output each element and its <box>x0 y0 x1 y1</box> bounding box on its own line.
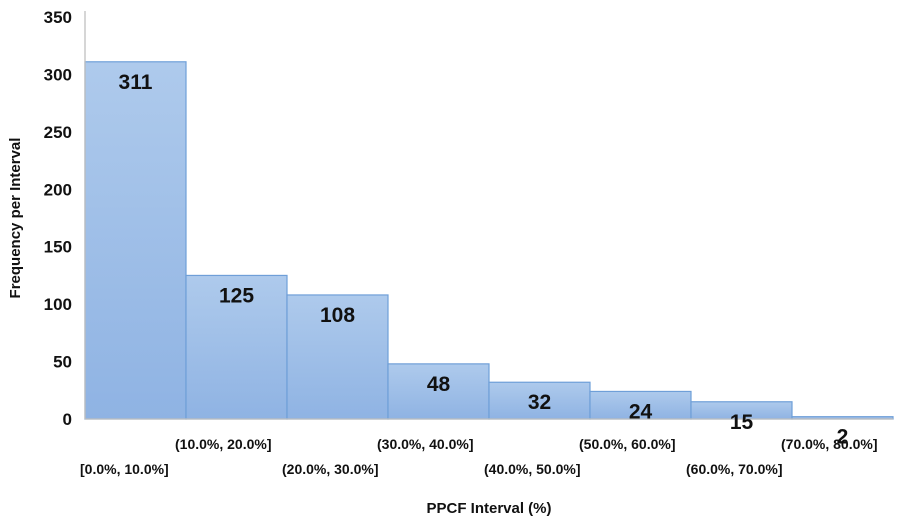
x-tick-label-2: (20.0%, 30.0%] <box>282 461 379 477</box>
bars-layer <box>84 61 894 420</box>
bar-value-label-4: 32 <box>528 391 551 414</box>
bar-1 <box>185 274 288 420</box>
x-tick-label-4: (40.0%, 50.0%] <box>484 461 581 477</box>
bar-0 <box>84 61 187 420</box>
y-tick-label-5: 250 <box>44 123 72 142</box>
y-tick-label-1: 50 <box>53 353 72 372</box>
bar-3 <box>387 363 490 420</box>
y-axis-title: Frequency per Interval <box>7 138 24 299</box>
x-tick-label-1: (10.0%, 20.0%] <box>175 436 272 452</box>
bar-value-label-6: 15 <box>730 411 754 434</box>
bar-value-label-7: 2 <box>837 426 849 449</box>
bar-value-label-5: 24 <box>629 400 653 423</box>
x-axis-title: PPCF Interval (%) <box>426 500 551 517</box>
bar-value-label-0: 311 <box>119 71 153 94</box>
y-tick-label-0: 0 <box>63 410 72 429</box>
bar-value-label-2: 108 <box>320 304 355 327</box>
y-tick-label-3: 150 <box>44 238 72 257</box>
bar-value-label-1: 125 <box>219 284 254 307</box>
bar-value-labels: 311 125 108 48 32 24 15 2 <box>119 71 849 449</box>
y-tick-label-7: 350 <box>44 8 72 27</box>
y-tick-label-6: 300 <box>44 65 72 84</box>
bar-2 <box>286 294 389 420</box>
y-tick-label-4: 200 <box>44 180 72 199</box>
x-tick-label-7: (70.0%, 80.0%] <box>781 436 878 452</box>
axes-layer <box>84 11 893 420</box>
y-tick-label-2: 100 <box>44 295 72 314</box>
x-tick-labels: [0.0%, 10.0%] (10.0%, 20.0%] (20.0%, 30.0%… <box>80 436 878 477</box>
x-tick-label-5: (50.0%, 60.0%] <box>579 436 676 452</box>
bar-value-label-3: 48 <box>427 373 451 396</box>
y-tick-labels: 0 50 100 150 200 250 300 350 <box>44 8 72 429</box>
x-tick-label-3: (30.0%, 40.0%] <box>377 436 474 452</box>
x-tick-label-0: [0.0%, 10.0%] <box>80 461 169 477</box>
x-tick-label-6: (60.0%, 70.0%] <box>686 461 783 477</box>
